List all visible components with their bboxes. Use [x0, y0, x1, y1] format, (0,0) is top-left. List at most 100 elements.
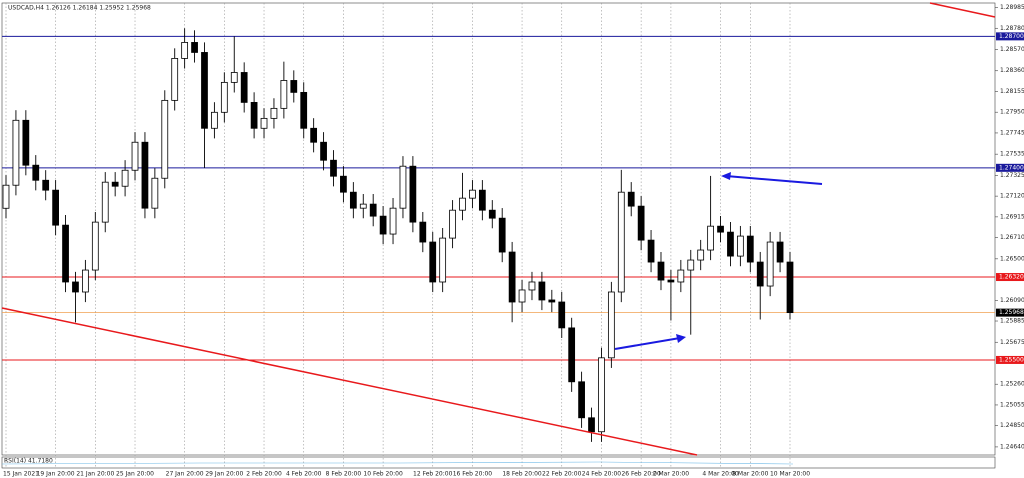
- x-tick-label: 8 Mar 20:00: [732, 471, 768, 478]
- candle-body: [310, 127, 318, 143]
- candle-body: [240, 72, 248, 103]
- candle-body: [469, 189, 476, 199]
- candle-body: [528, 281, 536, 291]
- candle-body: [32, 164, 40, 181]
- y-tick-label: 1.27120: [1000, 193, 1024, 200]
- candle-body: [776, 241, 784, 263]
- y-tick-label: 1.27535: [1000, 151, 1024, 158]
- y-tick-label: 1.26500: [1000, 255, 1024, 262]
- y-tick-label: 1.25675: [1000, 339, 1024, 346]
- trendline: [1, 307, 698, 456]
- candle-body: [637, 205, 645, 241]
- y-tick-label: 1.27325: [1000, 172, 1024, 179]
- candle-body: [707, 225, 714, 251]
- y-tick-label: 1.25055: [1000, 401, 1024, 408]
- x-tick-label: 10 Mar 20:00: [770, 471, 810, 478]
- arrow-head: [721, 172, 731, 180]
- candle-body: [131, 141, 139, 171]
- x-tick-label: 15 Jan 2021: [3, 471, 39, 478]
- candle-body: [359, 203, 367, 209]
- candle-body: [488, 209, 496, 219]
- candle-body: [627, 191, 635, 207]
- candle-body: [22, 119, 30, 166]
- indicator-line: [1, 461, 794, 465]
- candle-body: [201, 52, 208, 129]
- x-tick-label: 2 Mar 20:00: [653, 471, 689, 478]
- y-tick-label: 1.28780: [1000, 25, 1024, 32]
- arrow: [725, 175, 823, 185]
- candle-body: [82, 269, 89, 293]
- candle-body: [439, 237, 447, 283]
- level-tag: [996, 163, 1024, 172]
- candle-body: [538, 281, 546, 301]
- x-tick-label: 26 Feb 20:00: [621, 471, 661, 478]
- candle-body: [141, 141, 149, 209]
- candle-body: [578, 381, 585, 419]
- candle-body: [568, 327, 576, 383]
- y-tick-label: 1.28985: [1000, 4, 1024, 11]
- x-tick-label: 4 Mar 20:00: [702, 471, 738, 478]
- candle-body: [349, 191, 357, 209]
- x-tick-label: 29 Jan 20:00: [205, 471, 243, 478]
- candle-body: [508, 251, 516, 303]
- candle-body: [498, 217, 506, 253]
- candle-body: [647, 239, 655, 263]
- candle-body: [379, 215, 387, 235]
- y-tick-label: 1.26090: [1000, 297, 1024, 304]
- candle-body: [598, 357, 605, 433]
- x-tick-label: 10 Feb 20:00: [363, 471, 403, 478]
- x-tick-label: 22 Feb 20:00: [542, 471, 582, 478]
- plot-frame: [1, 2, 996, 456]
- y-tick-label: 1.28155: [1000, 88, 1024, 95]
- y-tick-label: 1.27745: [1000, 129, 1024, 136]
- arrow: [614, 337, 681, 350]
- x-tick-label: 27 Jan 20:00: [166, 471, 204, 478]
- indicator-label: RSI(14) 41.7180: [4, 458, 53, 465]
- candle-body: [121, 169, 129, 187]
- candle-body: [2, 184, 10, 209]
- candle-body: [399, 165, 407, 209]
- candle-body: [151, 177, 159, 209]
- candle-body: [737, 235, 744, 257]
- candle-body: [161, 99, 169, 179]
- x-tick-label: 25 Jan 20:00: [116, 471, 154, 478]
- x-tick-label: 12 Feb 20:00: [413, 471, 453, 478]
- y-tick-label: 1.25885: [1000, 318, 1024, 325]
- candle-body: [111, 181, 119, 187]
- arrow-head: [676, 334, 686, 343]
- y-tick-label: 1.25260: [1000, 381, 1024, 388]
- candle-body: [607, 291, 615, 359]
- x-tick-label: 4 Feb 20:00: [286, 471, 322, 478]
- level-tag: [996, 32, 1024, 41]
- y-tick-label: 1.26915: [1000, 213, 1024, 220]
- level-tag: [996, 355, 1024, 364]
- candle-body: [280, 80, 288, 109]
- price-tag: [996, 308, 1024, 317]
- candle-body: [320, 141, 327, 161]
- candle-body: [409, 165, 417, 223]
- candle-body: [220, 81, 228, 113]
- x-tick-label: 16 Feb 20:00: [453, 471, 493, 478]
- x-tick-label: 18 Feb 20:00: [502, 471, 542, 478]
- candle-body: [290, 80, 298, 93]
- candle-body: [746, 235, 754, 263]
- candle-body: [72, 281, 79, 293]
- candle-body: [429, 241, 437, 283]
- candle-body: [330, 159, 337, 177]
- candle-body: [697, 249, 705, 261]
- candle-body: [340, 175, 347, 193]
- y-tick-label: 1.24640: [1000, 443, 1024, 450]
- y-tick-label: 1.24850: [1000, 422, 1024, 429]
- candle-body: [300, 91, 308, 129]
- price-label: 1.25968: [999, 309, 1024, 316]
- x-tick-label: 2 Feb 20:00: [246, 471, 282, 478]
- candle-body: [270, 107, 278, 119]
- candle-body: [250, 101, 258, 129]
- candle-body: [171, 58, 179, 101]
- level-tag: [996, 273, 1024, 282]
- candle-body: [558, 301, 566, 329]
- candle-body: [766, 241, 774, 287]
- candle-body: [181, 42, 189, 59]
